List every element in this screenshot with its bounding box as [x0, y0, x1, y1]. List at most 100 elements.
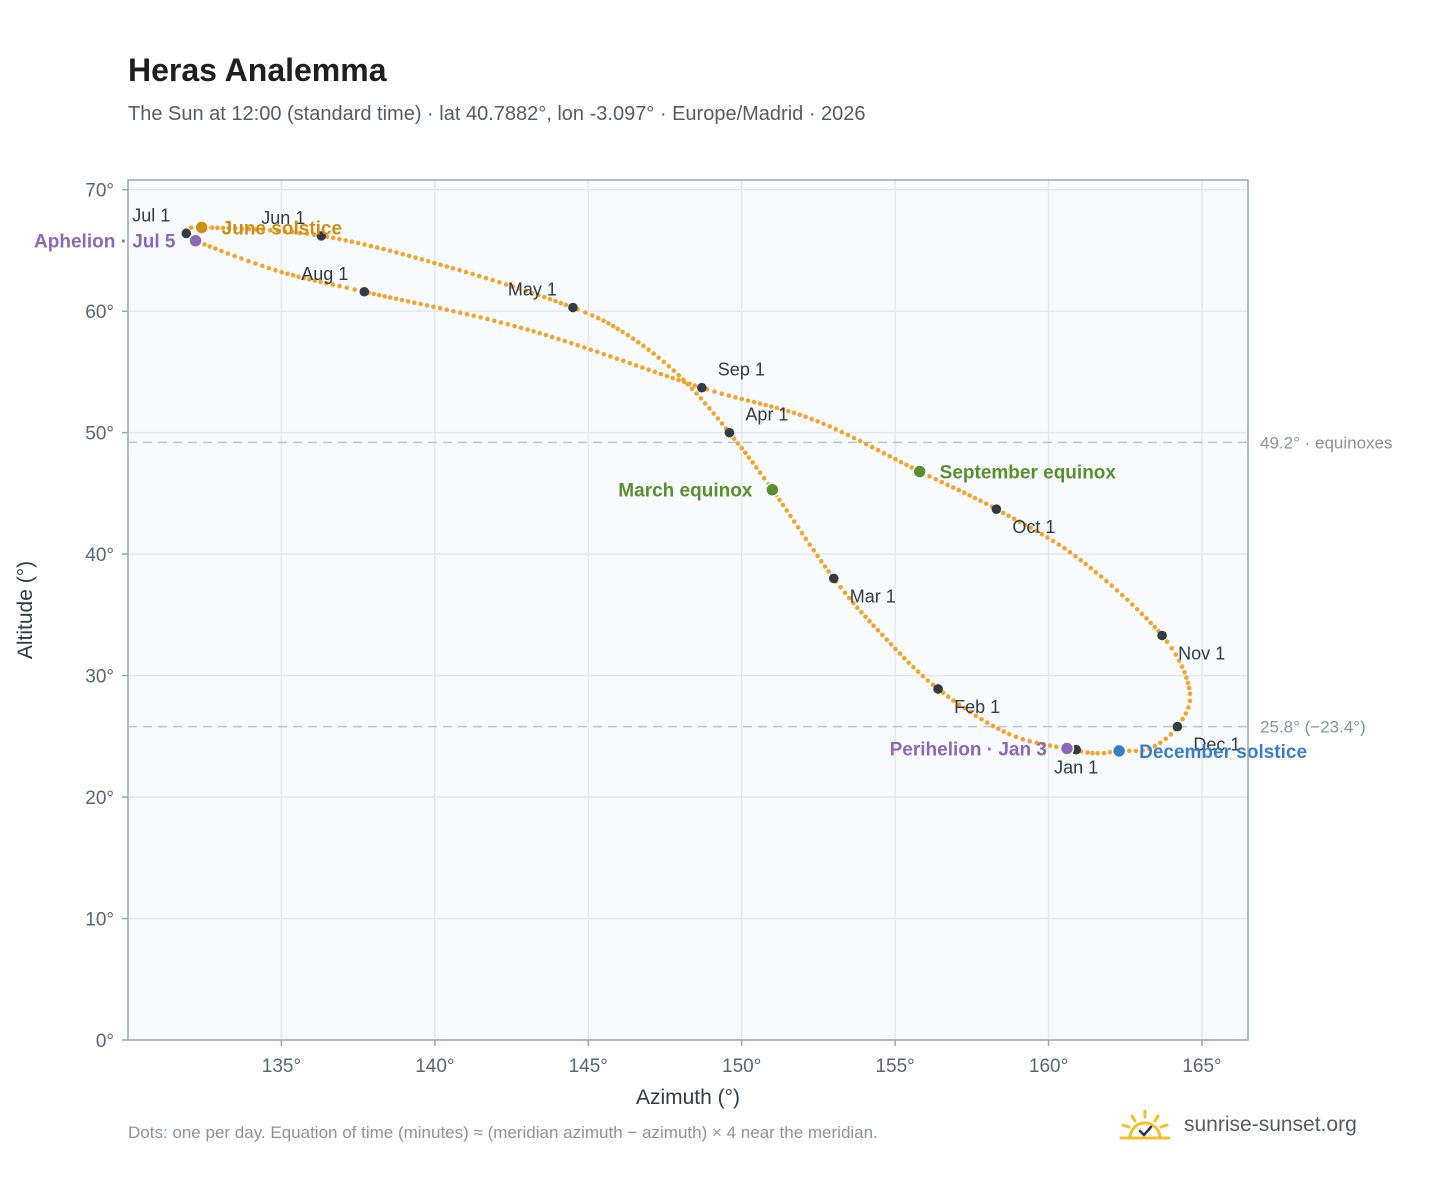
daily-dot [795, 525, 801, 530]
daily-dot [1078, 557, 1084, 563]
daily-dot [425, 258, 431, 264]
daily-dot [285, 271, 290, 277]
event-marker [1111, 743, 1127, 759]
daily-dot [1168, 732, 1174, 737]
daily-dot [517, 286, 522, 292]
daily-dot [791, 410, 797, 416]
daily-dot [1028, 525, 1033, 531]
daily-dot [978, 498, 983, 504]
daily-dot [232, 253, 237, 259]
daily-dot [967, 493, 972, 498]
brand-logo[interactable]: sunrise-sunset.org [1118, 1100, 1357, 1150]
event-label: Perihelion · Jan 3 [890, 739, 1047, 760]
daily-dot [225, 251, 231, 256]
reference-line-label: 49.2° · equinoxes [1260, 433, 1393, 452]
daily-dot [652, 369, 658, 375]
daily-dot [1093, 570, 1099, 575]
daily-dot [438, 262, 443, 268]
daily-dot [962, 706, 967, 711]
daily-dot [819, 559, 824, 564]
daily-dot [312, 278, 318, 283]
daily-dot [1182, 670, 1187, 675]
daily-dot [1034, 528, 1039, 534]
daily-dot [676, 372, 681, 378]
daily-dot [707, 406, 712, 411]
daily-dot [875, 447, 881, 453]
event-label: Aphelion · Jul 5 [34, 232, 176, 253]
daily-dot [505, 321, 511, 327]
daily-dot [838, 585, 843, 590]
daily-dot [811, 548, 816, 553]
daily-dot [1027, 738, 1032, 744]
daily-dot [1006, 513, 1011, 519]
y-tick-label: 70° [85, 181, 114, 202]
daily-dot [1056, 542, 1062, 547]
daily-dot [751, 399, 757, 405]
daily-dot [563, 302, 569, 308]
daily-dot [490, 277, 496, 283]
daily-dot [640, 365, 645, 370]
month-label: Jan 1 [1054, 758, 1098, 778]
daily-dot [951, 698, 956, 703]
daily-dot [307, 277, 312, 282]
daily-dot [464, 311, 470, 317]
daily-dot [909, 465, 915, 470]
daily-dot [279, 269, 285, 275]
daily-dot [822, 564, 828, 569]
month-marker [1157, 630, 1167, 641]
daily-dot [681, 379, 687, 385]
daily-dot [863, 441, 869, 447]
daily-dot [827, 424, 832, 429]
daily-dot [641, 343, 646, 349]
month-label: Nov 1 [1178, 644, 1225, 664]
daily-dot [523, 288, 528, 294]
daily-dot [842, 590, 848, 596]
daily-dot [1045, 535, 1050, 540]
daily-dot [541, 294, 547, 300]
daily-dot [807, 542, 813, 547]
daily-dot [1146, 746, 1152, 751]
daily-dot [1185, 680, 1191, 686]
daily-dot [869, 444, 875, 450]
month-markers: Jan 1 Feb 1 Mar 1 Apr 1 May 1 Jun 1 Jul 1 Aug 1… [132, 205, 1240, 777]
daily-dot [945, 482, 950, 488]
daily-dot [815, 553, 820, 559]
daily-dot [698, 396, 704, 401]
daily-dot [582, 345, 587, 350]
daily-dot [777, 497, 782, 503]
daily-dot [962, 490, 967, 496]
daily-dot [457, 267, 462, 273]
daily-dot [857, 438, 863, 444]
daily-dot [444, 307, 450, 313]
x-axis-title: Azimuth (°) [636, 1086, 740, 1109]
daily-dot [1109, 583, 1114, 588]
daily-dot [1183, 711, 1189, 716]
daily-dot [893, 456, 898, 462]
daily-dot [803, 414, 808, 420]
daily-dot [304, 231, 310, 237]
daily-dot [1034, 740, 1039, 746]
event-label: December solstice [1139, 742, 1307, 763]
daily-dot [387, 248, 393, 254]
daily-dot [1158, 740, 1163, 746]
daily-dot [1125, 597, 1130, 603]
daily-dot [1152, 624, 1157, 630]
daily-dot [761, 476, 767, 481]
y-tick-label: 20° [85, 788, 114, 809]
daily-dot [888, 641, 894, 647]
chart-subtitle: The Sun at 12:00 (standard time) · lat 4… [128, 103, 866, 125]
month-marker [359, 286, 370, 297]
month-marker [568, 302, 578, 313]
footnote: Dots: one per day. Equation of time (min… [128, 1123, 878, 1142]
daily-dot [646, 367, 651, 373]
daily-dot [863, 614, 868, 620]
y-tick-label: 10° [85, 910, 114, 931]
daily-dot [627, 360, 633, 366]
daily-dot [1148, 620, 1153, 626]
daily-dot [543, 332, 549, 338]
daily-dot [562, 338, 568, 344]
daily-dot [399, 297, 405, 303]
daily-dot [666, 363, 672, 369]
daily-dot [406, 253, 412, 259]
daily-dot [867, 618, 872, 624]
